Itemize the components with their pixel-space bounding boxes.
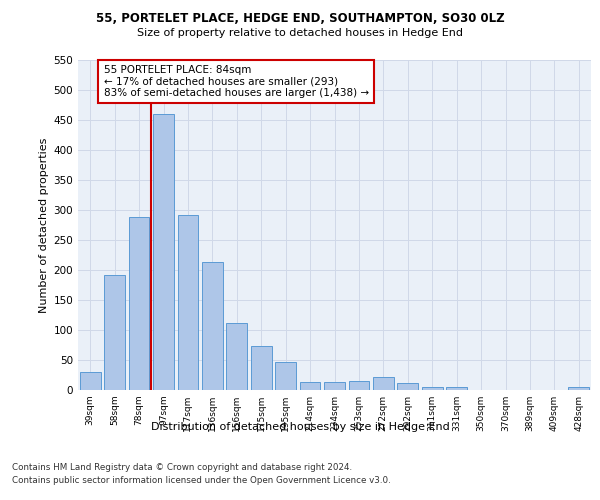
Bar — [178, 215, 199, 390]
Bar — [104, 275, 125, 390]
Bar — [373, 378, 394, 390]
Bar — [324, 382, 345, 390]
Bar — [568, 387, 589, 390]
Text: Contains public sector information licensed under the Open Government Licence v3: Contains public sector information licen… — [12, 476, 391, 485]
Bar — [80, 372, 101, 390]
Bar — [349, 381, 370, 390]
Bar — [128, 217, 149, 390]
Bar — [299, 382, 320, 390]
Bar — [422, 387, 443, 390]
Text: Contains HM Land Registry data © Crown copyright and database right 2024.: Contains HM Land Registry data © Crown c… — [12, 462, 352, 471]
Bar — [251, 346, 272, 390]
Bar — [397, 384, 418, 390]
Bar — [226, 324, 247, 390]
Text: Size of property relative to detached houses in Hedge End: Size of property relative to detached ho… — [137, 28, 463, 38]
Y-axis label: Number of detached properties: Number of detached properties — [39, 138, 49, 312]
Bar — [202, 262, 223, 390]
Bar — [275, 362, 296, 390]
Bar — [446, 387, 467, 390]
Text: 55, PORTELET PLACE, HEDGE END, SOUTHAMPTON, SO30 0LZ: 55, PORTELET PLACE, HEDGE END, SOUTHAMPT… — [95, 12, 505, 26]
Bar — [153, 114, 174, 390]
Text: 55 PORTELET PLACE: 84sqm
← 17% of detached houses are smaller (293)
83% of semi-: 55 PORTELET PLACE: 84sqm ← 17% of detach… — [104, 65, 369, 98]
Text: Distribution of detached houses by size in Hedge End: Distribution of detached houses by size … — [151, 422, 449, 432]
